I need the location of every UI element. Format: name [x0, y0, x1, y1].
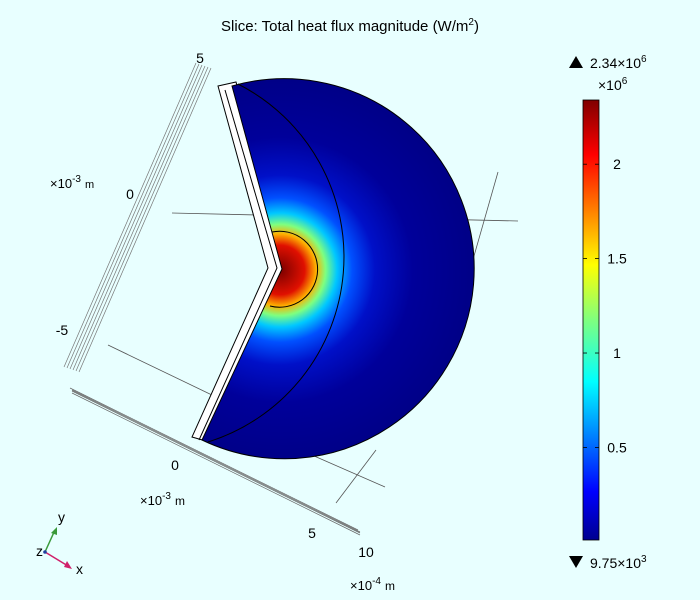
y-tick-label: 5	[196, 50, 204, 66]
grid-line	[107, 344, 215, 397]
max-triangle-icon	[569, 56, 583, 68]
triad-x-axis	[44, 551, 69, 567]
chart-title: Slice: Total heat flux magnitude (W/m2)	[221, 17, 479, 35]
colorbar-scale-label: ×106	[598, 76, 628, 93]
colorbar-tick-label: 2	[613, 156, 621, 172]
triad-label-x: x	[76, 561, 83, 577]
colorbar-min-label: 9.75×103	[590, 554, 647, 571]
y-axis-unit: ×10-3 m	[50, 174, 94, 191]
colorbar-tick-label: 0.5	[607, 439, 627, 455]
y-axis-box	[63, 62, 212, 373]
colorbar-ticks: 0.5 1 1.5 2	[583, 156, 627, 455]
x-axis-unit: ×10-3 m	[140, 491, 185, 508]
grid-line	[335, 449, 377, 504]
slice-outline	[201, 78, 475, 460]
z-axis-unit: ×10-4 m	[350, 576, 395, 593]
triad-z-dot-icon	[43, 550, 47, 554]
orientation-triad: y z x	[36, 509, 83, 577]
colorbar: 2.34×106 ×106 0.5 1 1.5 2 9.75×103	[569, 54, 647, 571]
triad-x-arrow-icon	[64, 561, 72, 569]
x-tick-label: 0	[171, 457, 179, 473]
min-triangle-icon	[569, 556, 583, 568]
colorbar-gradient	[582, 99, 600, 541]
z-tick-label: 5	[308, 525, 316, 541]
grid-line	[469, 171, 499, 271]
core-boundary	[269, 230, 319, 308]
shell-inner-edge	[198, 89, 278, 441]
z-tick-label: 10	[358, 544, 374, 560]
heatflux-field	[202, 78, 475, 459]
triad-label-z: z	[36, 543, 43, 559]
triad-y-arrow-icon	[51, 527, 57, 535]
heatflux-slice	[202, 78, 475, 459]
shell-outer-arc	[207, 83, 345, 443]
y-tick-label: -5	[56, 322, 69, 338]
y-tick-label: 0	[126, 186, 134, 202]
colorbar-tick-label: 1	[613, 345, 621, 361]
colorbar-max-label: 2.34×106	[590, 54, 647, 71]
triad-label-y: y	[58, 509, 65, 525]
x-axis-box	[69, 387, 361, 536]
colorbar-tick-label: 1.5	[607, 251, 627, 267]
